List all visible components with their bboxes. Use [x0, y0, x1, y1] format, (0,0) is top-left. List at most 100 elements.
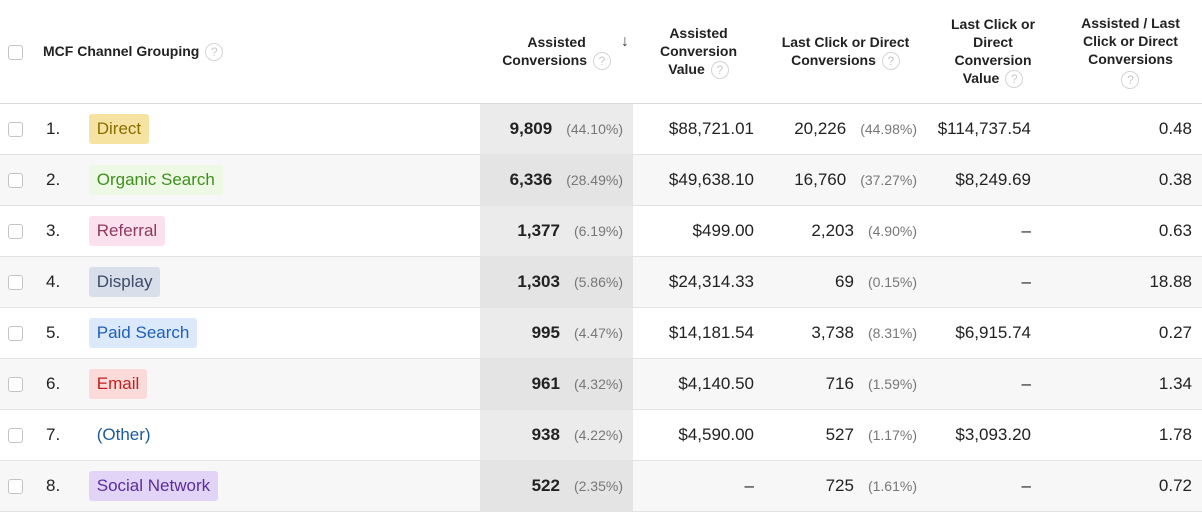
assisted-conversions-value: 522 [531, 476, 560, 495]
last-click-conversions-pct: (37.27%) [860, 172, 917, 188]
header-last-click-conversion-value[interactable]: Last Click or Direct Conversion Value? [927, 0, 1059, 104]
assisted-conversions-pct: (5.86%) [573, 274, 623, 290]
channel-link[interactable]: Organic Search [88, 165, 223, 195]
last-click-conversions-pct: (4.90%) [867, 223, 917, 239]
row-index: 7. [46, 425, 61, 444]
table-row: 7. (Other) 938 (4.22%) $4,590.00 527 (1.17… [0, 409, 1202, 461]
help-icon[interactable]: ? [205, 43, 224, 62]
row-select-cell [0, 460, 33, 512]
row-checkbox[interactable] [8, 326, 23, 342]
row-checkbox[interactable] [8, 173, 23, 189]
assisted-conversions-value: 961 [531, 374, 560, 393]
channel-cell: 8. Social Network [33, 460, 480, 512]
ratio-cell: 0.38 [1059, 154, 1202, 206]
row-checkbox[interactable] [8, 224, 23, 240]
select-all-checkbox[interactable] [8, 45, 23, 61]
row-select-cell [0, 358, 33, 410]
last-click-conversion-value-cell: $6,915.74 [927, 307, 1059, 359]
row-checkbox[interactable] [8, 122, 23, 138]
header-last-click-val-line1: Last Click or [950, 15, 1036, 32]
header-last-click-val-line4: Value [962, 69, 1000, 86]
header-assisted-val-line2: Conversion [659, 42, 737, 59]
assisted-conversions-value: 6,336 [509, 170, 553, 189]
row-index: 3. [46, 221, 61, 240]
header-last-click-conversions[interactable]: Last Click or Direct Conversions? [764, 0, 927, 104]
channel-link[interactable]: Social Network [88, 471, 219, 501]
header-ratio-line2: Click or Direct [1083, 33, 1178, 49]
row-checkbox[interactable] [8, 377, 23, 393]
row-index: 6. [46, 374, 61, 393]
channel-link[interactable]: Direct [88, 114, 150, 144]
last-click-conversion-value-cell: – [927, 256, 1059, 308]
help-icon[interactable]: ? [1005, 70, 1024, 89]
row-select-cell [0, 205, 33, 257]
header-ratio-line1: Assisted / Last [1081, 15, 1180, 31]
assisted-conversions-cell: 961 (4.32%) [480, 358, 633, 410]
header-last-click-val-line3: Conversion [954, 51, 1032, 68]
last-click-conversion-value-cell: $8,249.69 [927, 154, 1059, 206]
help-icon[interactable]: ? [1121, 71, 1140, 89]
last-click-conversions-cell: 16,760 (37.27%) [764, 154, 927, 206]
assisted-conversions-value: 9,809 [509, 119, 553, 138]
last-click-conversions-pct: (1.61%) [867, 478, 917, 494]
last-click-conversions-cell: 527 (1.17%) [764, 409, 927, 461]
row-index: 8. [46, 476, 61, 495]
sort-desc-arrow-icon[interactable]: ↓ [621, 32, 629, 50]
table-body: 1. Direct 9,809 (44.10%) $88,721.01 20,22… [0, 103, 1202, 512]
ratio-cell: 18.88 [1059, 256, 1202, 308]
row-select-cell [0, 154, 33, 206]
header-assisted-last-click-ratio[interactable]: Assisted / Last Click or Direct Conversi… [1059, 0, 1202, 104]
channel-link[interactable]: Display [88, 267, 161, 297]
last-click-conversions-cell: 2,203 (4.90%) [764, 205, 927, 257]
ratio-cell: 0.48 [1059, 103, 1202, 155]
ratio-cell: 1.78 [1059, 409, 1202, 461]
row-index: 1. [46, 119, 61, 138]
last-click-conversions-cell: 725 (1.61%) [764, 460, 927, 512]
help-icon[interactable]: ? [710, 61, 729, 80]
channel-cell: 6. Email [33, 358, 480, 410]
assisted-conversion-value-cell: $24,314.33 [633, 256, 764, 308]
header-last-click-conv-line1: Last Click or Direct [781, 33, 910, 50]
assisted-conversions-pct: (28.49%) [566, 172, 623, 188]
assisted-conversions-cell: 1,303 (5.86%) [480, 256, 633, 308]
header-assisted-conversions[interactable]: Assisted Conversions? ↓ [480, 0, 633, 104]
header-channel-label: MCF Channel Grouping [43, 42, 200, 59]
last-click-conversions-pct: (44.98%) [860, 121, 917, 137]
last-click-conversions-cell: 20,226 (44.98%) [764, 103, 927, 155]
last-click-conversions-value: 527 [825, 425, 854, 444]
row-checkbox[interactable] [8, 428, 23, 444]
channel-link[interactable]: Email [88, 369, 148, 399]
row-checkbox[interactable] [8, 275, 23, 291]
table-row: 2. Organic Search 6,336 (28.49%) $49,638.… [0, 154, 1202, 206]
header-channel-grouping[interactable]: MCF Channel Grouping? [33, 0, 480, 104]
help-icon[interactable]: ? [593, 52, 611, 71]
channel-link[interactable]: (Other) [96, 425, 151, 444]
channel-link[interactable]: Referral [88, 216, 166, 246]
last-click-conversions-cell: 716 (1.59%) [764, 358, 927, 410]
last-click-conversion-value-cell: $114,737.54 [927, 103, 1059, 155]
table-row: 6. Email 961 (4.32%) $4,140.50 716 (1.59%)… [0, 358, 1202, 410]
assisted-conversions-cell: 995 (4.47%) [480, 307, 633, 359]
row-index: 4. [46, 272, 61, 291]
last-click-conversions-value: 69 [835, 272, 854, 291]
last-click-conversions-pct: (1.17%) [867, 427, 917, 443]
header-assisted-conv-line2: Conversions [502, 51, 587, 68]
channel-link[interactable]: Paid Search [88, 318, 198, 348]
row-select-cell [0, 103, 33, 155]
row-select-cell [0, 409, 33, 461]
assisted-conversion-value-cell: $4,590.00 [633, 409, 764, 461]
table-row: 4. Display 1,303 (5.86%) $24,314.33 69 (0.… [0, 256, 1202, 308]
last-click-conversions-cell: 69 (0.15%) [764, 256, 927, 308]
help-icon[interactable]: ? [881, 52, 900, 71]
assisted-conversion-value-cell: $499.00 [633, 205, 764, 257]
row-checkbox[interactable] [8, 479, 23, 495]
last-click-conversions-value: 725 [825, 476, 854, 495]
last-click-conversion-value-cell: – [927, 358, 1059, 410]
assisted-conversions-value: 995 [531, 323, 560, 342]
assisted-conversion-value-cell: $88,721.01 [633, 103, 764, 155]
header-assisted-conversion-value[interactable]: Assisted Conversion Value? [633, 0, 764, 104]
channel-cell: 5. Paid Search [33, 307, 480, 359]
ratio-cell: 1.34 [1059, 358, 1202, 410]
assisted-conversions-cell: 6,336 (28.49%) [480, 154, 633, 206]
